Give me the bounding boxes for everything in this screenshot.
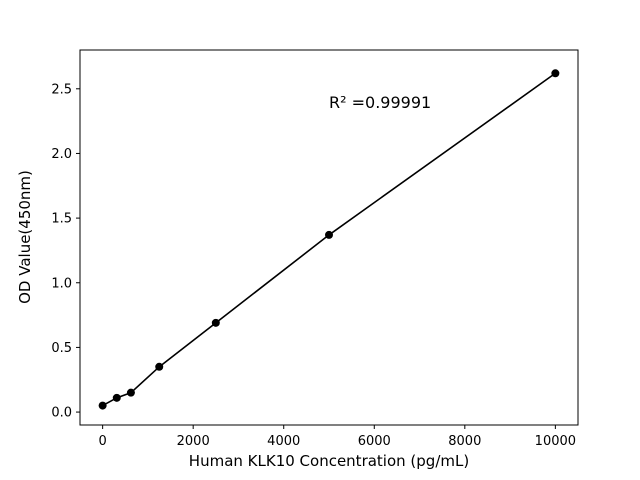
data-point	[112, 393, 121, 402]
data-point	[126, 388, 135, 397]
fit-line	[102, 72, 556, 407]
data-point	[325, 230, 333, 239]
y-tick-label: 2.0	[51, 147, 72, 162]
data-point	[98, 401, 107, 410]
y-tick-label: 2.5	[51, 82, 72, 97]
x-tick-label: 0	[98, 434, 106, 449]
x-tick-label: 2000	[177, 434, 210, 449]
x-axis-label: Human KLK10 Concentration (pg/mL)	[188, 452, 470, 470]
x-tick-label: 6000	[358, 434, 391, 449]
x-tick-label: 10000	[535, 434, 576, 449]
y-axis-label: OD Value(450nm)	[16, 170, 34, 304]
data-point	[211, 318, 220, 327]
y-tick-label: 0.0	[51, 406, 72, 421]
y-tick-label: 1.5	[51, 212, 72, 227]
data-point	[551, 69, 560, 78]
y-tick-label: 0.5	[51, 341, 72, 356]
y-tick-label: 1.0	[51, 276, 72, 291]
x-tick-label: 8000	[448, 434, 481, 449]
x-tick-label: 4000	[267, 434, 300, 449]
data-point	[155, 362, 164, 371]
plot-frame	[79, 49, 579, 426]
r-squared-annotation: R² =0.99991	[329, 92, 432, 112]
